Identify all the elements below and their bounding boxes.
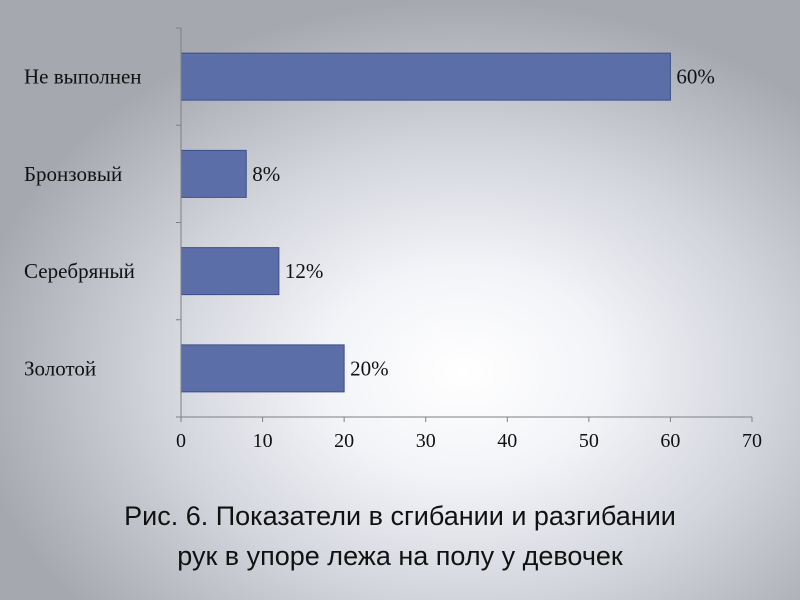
caption-line-2: рук в упоре лежа на полу у девочек [177, 541, 623, 571]
category-label: Бронзовый [24, 162, 122, 186]
x-tick-label: 20 [334, 430, 354, 452]
axis-layer [176, 27, 753, 422]
caption-line-1: Рис. 6. Показатели в сгибании и разгибан… [124, 501, 676, 531]
category-label: Серебряный [24, 259, 135, 283]
category-label: Не выполнен [24, 65, 142, 89]
bar-chart: Не выполнен 60% Бронзовый 8% Серебряный 12% Зо… [24, 27, 762, 452]
x-tick-label: 60 [660, 430, 680, 452]
category-label: Золотой [24, 356, 96, 380]
bars-layer [180, 52, 671, 393]
x-tick-label: 30 [416, 430, 436, 452]
bar-3 [180, 344, 345, 393]
data-label: 20% [350, 356, 389, 380]
data-label: 60% [676, 65, 715, 89]
bar-1 [180, 149, 247, 198]
data-label: 8% [252, 162, 280, 186]
labels-layer: Не выполнен 60% Бронзовый 8% Серебряный 12% Зо… [24, 65, 762, 452]
figure-caption: Рис. 6. Показатели в сгибании и разгибан… [0, 496, 800, 576]
x-tick-label: 0 [176, 430, 186, 452]
x-tick-label: 70 [742, 430, 762, 452]
bar-0 [180, 52, 671, 101]
x-tick-label: 40 [497, 430, 517, 452]
x-tick-label: 10 [253, 430, 273, 452]
data-label: 12% [285, 259, 324, 283]
bar-2 [180, 247, 280, 296]
x-tick-label: 50 [579, 430, 599, 452]
